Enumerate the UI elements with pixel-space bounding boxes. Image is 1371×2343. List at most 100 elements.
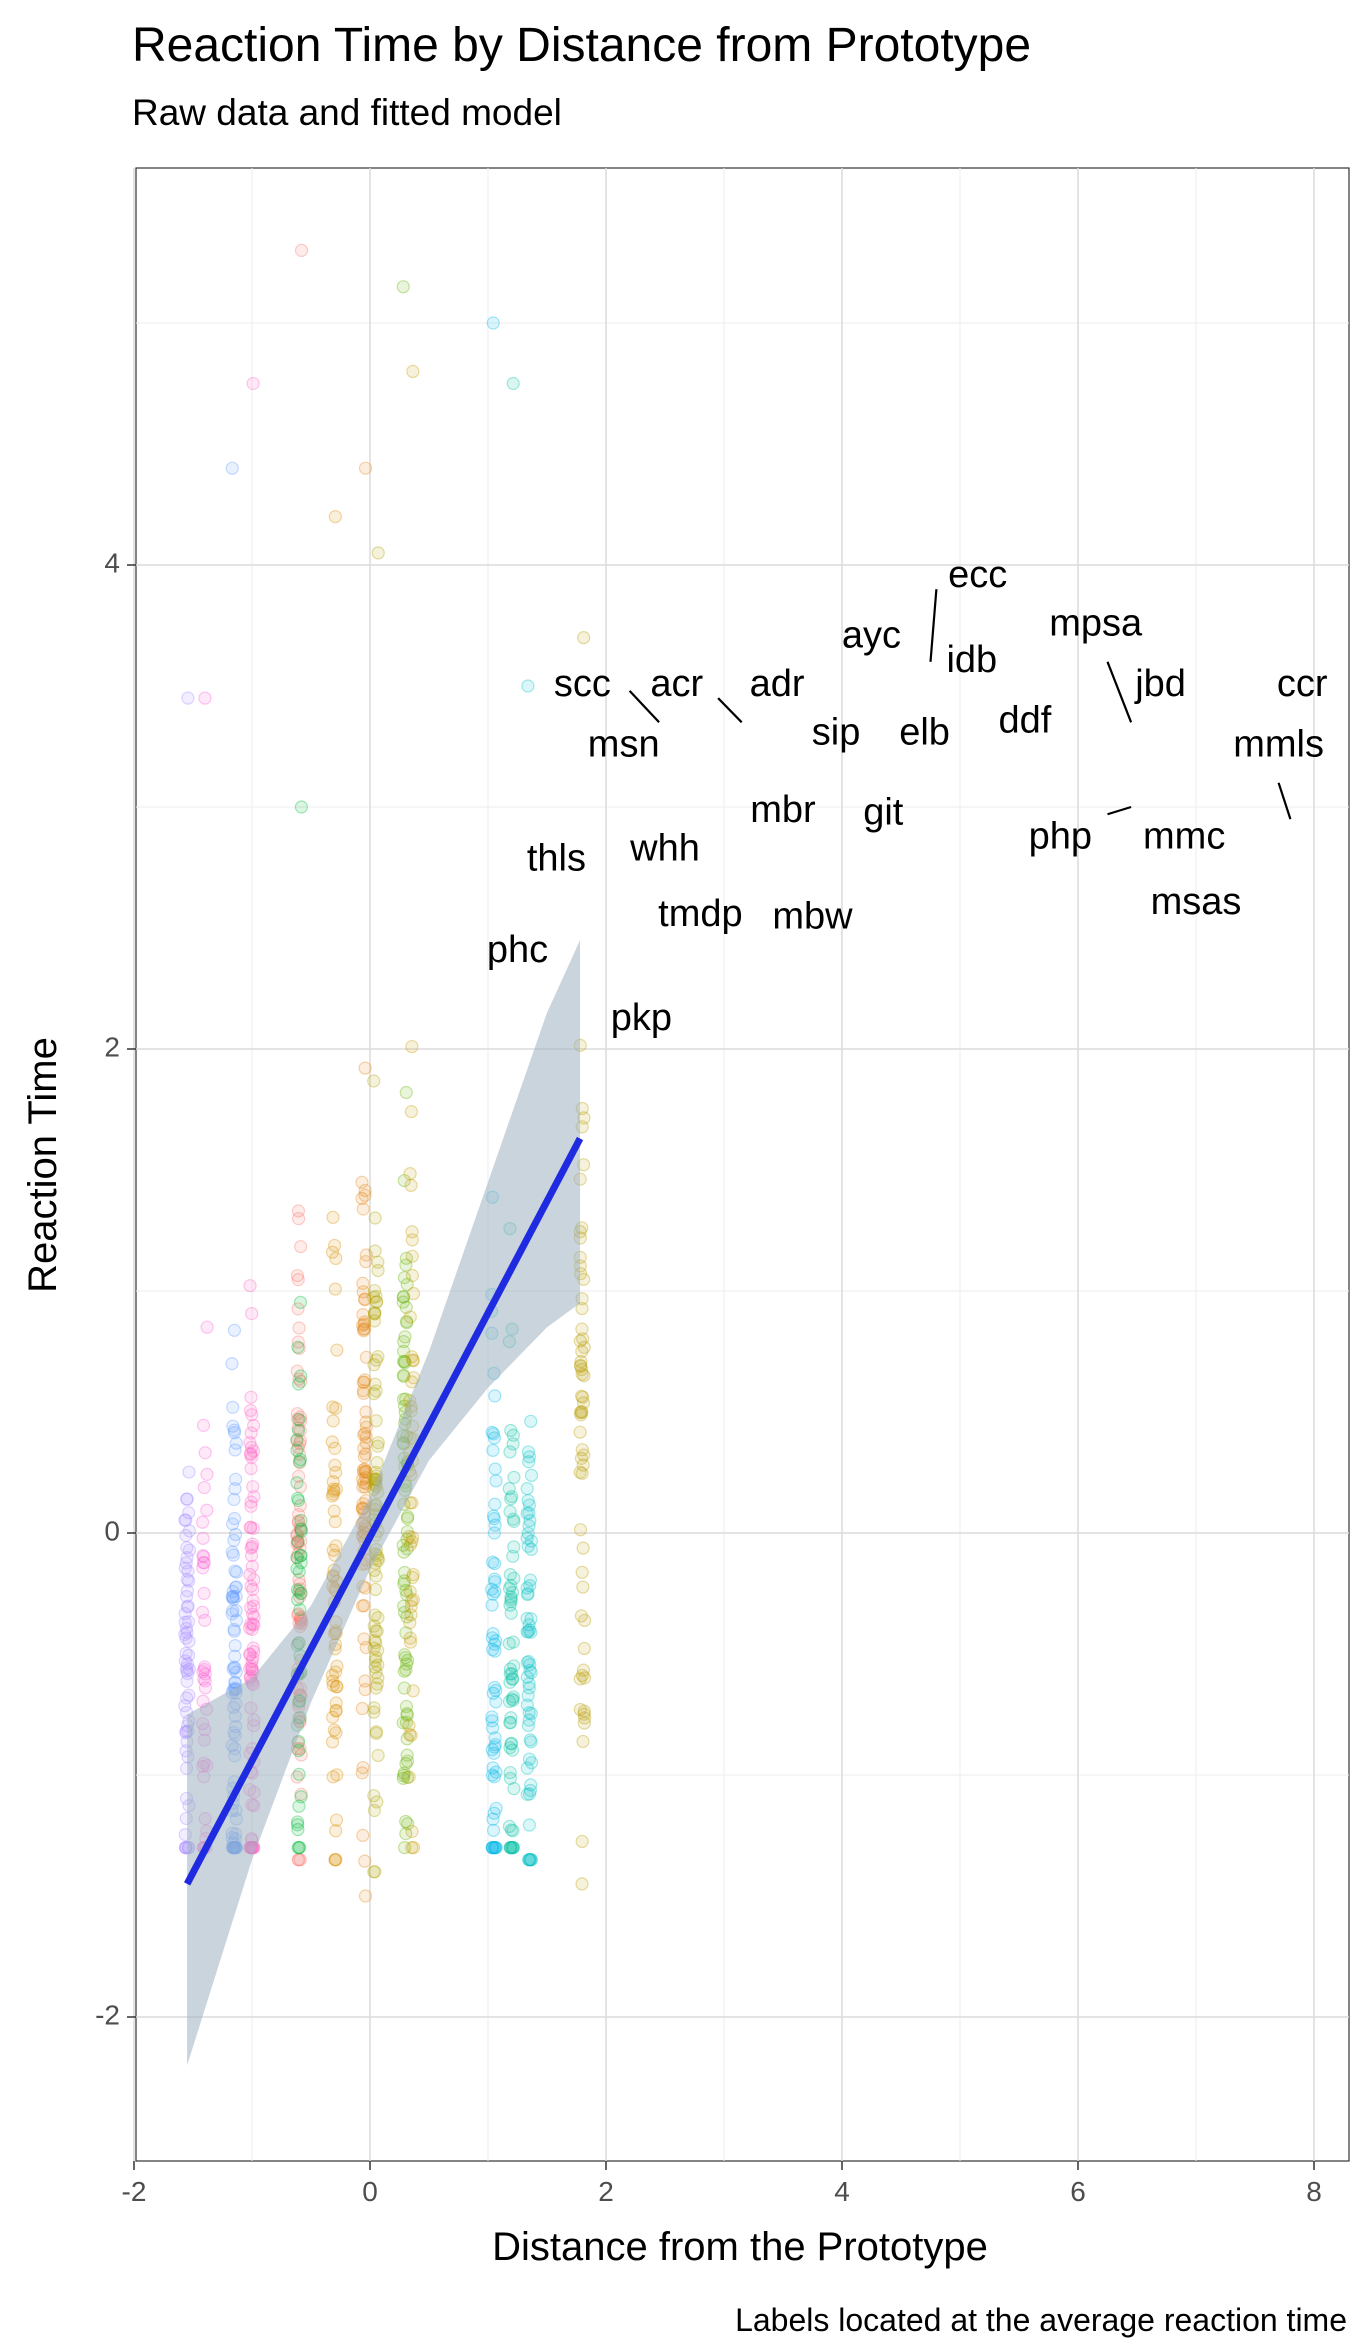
data-point: [179, 1631, 193, 1645]
data-point: [294, 1524, 308, 1538]
y-axis-ticks: -2 0 2 4: [95, 547, 136, 2030]
data-point: [329, 1401, 343, 1415]
data-point: [244, 1462, 258, 1476]
data-point: [522, 1455, 536, 1469]
data-point: [399, 1657, 414, 1671]
data-point: [576, 1396, 591, 1410]
data-point: [243, 1436, 257, 1450]
data-point: [358, 1183, 372, 1198]
data-point: [355, 1766, 369, 1780]
data-point: [368, 1582, 383, 1597]
data-point: [179, 1646, 193, 1660]
data-point: [247, 1618, 261, 1632]
data-point: [503, 1504, 517, 1519]
data-point: [523, 1657, 537, 1672]
data-point: [325, 1245, 340, 1259]
data-point: [197, 1550, 211, 1564]
data-point: [403, 1631, 417, 1645]
data-point: [293, 1603, 307, 1617]
data-point: [357, 1476, 371, 1490]
data-point: [397, 1344, 411, 1358]
data-point: [485, 1840, 499, 1855]
data-point: [292, 1455, 307, 1469]
data-point: [396, 1538, 410, 1552]
data-point: [198, 691, 212, 705]
data-point: [358, 1464, 372, 1479]
data-point: [400, 1732, 414, 1746]
data-point: [400, 1525, 414, 1539]
data-point: [359, 1447, 373, 1461]
data-point: [576, 1734, 590, 1749]
data-point: [200, 1467, 214, 1481]
data-point: [520, 1506, 534, 1520]
data-point: [503, 1715, 518, 1730]
data-point: [229, 1589, 243, 1604]
data-point: [403, 1585, 417, 1599]
data-point: [397, 1577, 411, 1591]
data-point: [397, 1766, 411, 1780]
data-point: [325, 1668, 339, 1682]
data-point: [575, 1367, 589, 1381]
data-point: [505, 1672, 520, 1686]
data-point: [574, 1451, 589, 1465]
data-point: [522, 1618, 536, 1632]
data-point: [355, 1175, 369, 1189]
data-point: [524, 1666, 538, 1680]
data-point: [396, 1716, 410, 1730]
label-segment: [717, 697, 743, 724]
data-point: [507, 1571, 521, 1585]
data-point: [226, 1604, 240, 1618]
data-point: [182, 1634, 196, 1648]
data-label-thls: thls: [527, 837, 586, 879]
data-point: [521, 1526, 535, 1540]
data-point: [577, 1704, 591, 1718]
data-point: [226, 1548, 241, 1562]
data-point: [359, 1436, 373, 1450]
data-point: [574, 1408, 588, 1422]
data-point: [577, 1716, 591, 1730]
data-point: [406, 1286, 421, 1301]
data-point: [399, 1814, 413, 1829]
data-point: [487, 1806, 501, 1820]
data-point: [367, 1290, 381, 1304]
data-point: [244, 1541, 258, 1555]
data-point: [178, 1699, 192, 1713]
data-point: [180, 1691, 194, 1705]
data-point: [229, 1604, 243, 1618]
data-point: [198, 1613, 212, 1627]
data-label-adr: adr: [750, 663, 805, 705]
data-point: [294, 1586, 308, 1600]
data-point: [502, 1694, 517, 1708]
data-point: [367, 1314, 382, 1328]
data-point: [198, 1446, 212, 1460]
data-point: [401, 1510, 415, 1524]
data-point: [522, 1706, 536, 1720]
data-point: [406, 1354, 420, 1368]
data-point: [505, 1692, 519, 1706]
data-point: [371, 1439, 385, 1453]
data-point: [522, 1654, 536, 1669]
data-point: [524, 1735, 538, 1749]
data-point: [502, 1482, 516, 1496]
data-point: [246, 1521, 260, 1535]
data-point: [243, 1621, 257, 1635]
data-point: [520, 1787, 534, 1801]
data-point: [573, 1405, 587, 1420]
data-point: [290, 1433, 304, 1447]
data-point: [291, 1491, 305, 1505]
data-point: [488, 1518, 502, 1532]
data-point: [486, 1686, 500, 1700]
data-label-pkp: pkp: [611, 997, 672, 1039]
grid-minor: [136, 168, 1349, 2161]
data-point: [291, 1204, 306, 1218]
data-point: [294, 1522, 308, 1536]
data-point: [507, 1514, 521, 1528]
data-point: [504, 1737, 518, 1751]
data-point: [358, 461, 373, 475]
data-point: [574, 1355, 588, 1369]
data-point: [181, 1666, 195, 1681]
data-point: [487, 1770, 502, 1784]
data-point: [520, 1670, 534, 1684]
data-point: [524, 1756, 539, 1770]
data-point: [359, 1254, 373, 1269]
